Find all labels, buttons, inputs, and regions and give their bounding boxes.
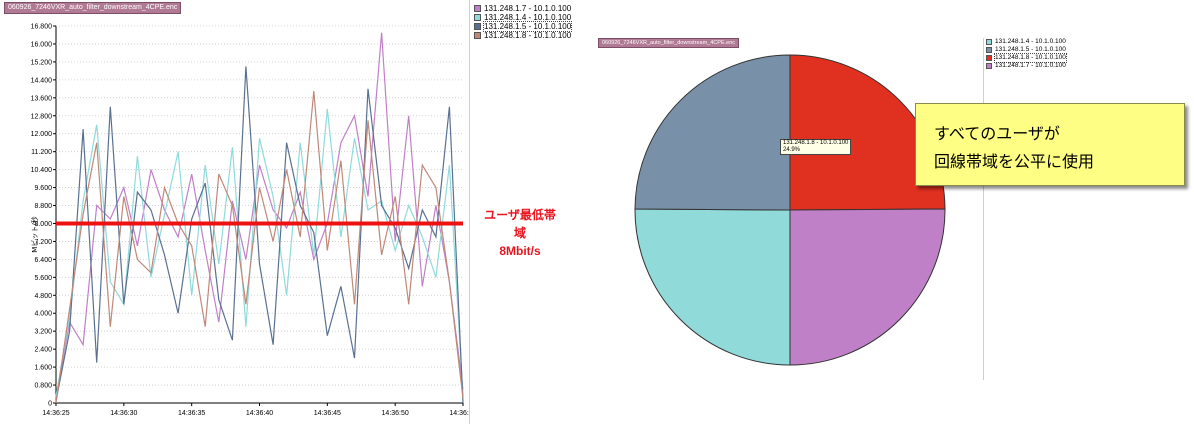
legend-label: 131.248.1.5 - 10.1.0.100 xyxy=(995,46,1066,53)
x-tick-label: 14:36:30 xyxy=(110,410,137,417)
x-tick-label: 14:36:45 xyxy=(314,410,341,417)
y-tick-label: 4.800 xyxy=(34,293,52,300)
legend-label: 131.248.1.4 - 10.1.0.100 xyxy=(995,38,1066,45)
x-tick-label: 14:36:55 xyxy=(449,410,470,417)
y-tick-label: 15.200 xyxy=(31,59,53,66)
line-chart-legend[interactable]: 131.248.1.7 - 10.1.0.100 131.248.1.4 - 10… xyxy=(474,4,573,40)
legend-swatch xyxy=(986,39,992,45)
threshold-label-value: 8Mbit/s xyxy=(499,244,541,258)
y-tick-label: 8.800 xyxy=(34,203,52,210)
pie-chart-legend[interactable]: 131.248.1.4 - 10.1.0.100 131.248.1.5 - 10… xyxy=(986,38,1067,70)
y-tick-label: 0 xyxy=(48,401,52,408)
legend-label: 131.248.1.5 - 10.1.0.100 xyxy=(482,21,573,32)
pie-tooltip-label: 131.248.1.8 - 10.1.0.100 xyxy=(783,140,849,146)
legend-item[interactable]: 131.248.1.8 - 10.1.0.100 xyxy=(986,53,1067,63)
threshold-label-title: ユーザ最低帯域 xyxy=(484,208,556,240)
legend-swatch xyxy=(474,32,481,39)
x-tick-label: 14:36:40 xyxy=(246,410,273,417)
legend-item[interactable]: 131.248.1.5 - 10.1.0.100 xyxy=(474,21,573,32)
y-tick-label: 7.200 xyxy=(34,239,52,246)
legend-item[interactable]: 131.248.1.4 - 10.1.0.100 xyxy=(474,13,571,22)
legend-swatch xyxy=(474,23,481,30)
y-tick-label: 12.000 xyxy=(31,131,53,138)
pie-slice[interactable] xyxy=(634,54,791,211)
y-tick-label: 13.600 xyxy=(31,95,53,102)
pie-slice[interactable] xyxy=(789,208,946,366)
pie-tooltip-percent: 24.9% xyxy=(783,147,801,153)
legend-swatch xyxy=(474,14,481,21)
legend-item[interactable]: 131.248.1.4 - 10.1.0.100 xyxy=(986,38,1066,46)
legend-item[interactable]: 131.248.1.8 - 10.1.0.100 xyxy=(474,31,571,40)
legend-item[interactable]: 131.248.1.5 - 10.1.0.100 xyxy=(986,46,1066,54)
legend-label: 131.248.1.8 - 10.1.0.100 xyxy=(994,53,1067,63)
y-tick-label: 14.400 xyxy=(31,77,53,84)
y-tick-label: 2.400 xyxy=(34,347,52,354)
legend-label: 131.248.1.8 - 10.1.0.100 xyxy=(484,31,572,40)
line-chart: 0 0.800 1.600 2.400 3.200 4.000 4.800 5.600 6.40… xyxy=(30,24,470,418)
y-tick-label: 6.400 xyxy=(34,257,52,264)
fairness-callout: すべてのユーザが 回線帯域を公平に使用 xyxy=(915,103,1185,186)
y-tick-label: 9.600 xyxy=(34,185,52,192)
pie-chart-title: 060926_7246VXR_auto_filter_downstream_4C… xyxy=(598,38,740,48)
y-tick-label: 16.000 xyxy=(31,41,53,48)
y-axis-label: Mビット/秒 xyxy=(30,216,39,252)
series-line xyxy=(55,91,464,404)
legend-swatch xyxy=(474,5,481,12)
y-tick-label: 12.800 xyxy=(31,113,53,120)
y-tick-label: 0.800 xyxy=(34,383,52,390)
x-tick-label: 14:36:35 xyxy=(178,410,205,417)
legend-swatch xyxy=(986,55,992,61)
y-tick-label: 16.800 xyxy=(31,24,53,31)
pie-tooltip: 131.248.1.8 - 10.1.0.100 24.9% xyxy=(780,139,852,155)
callout-line-1: すべてのユーザが xyxy=(934,124,1060,143)
legend-item[interactable]: 131.248.1.7 - 10.1.0.100 xyxy=(986,62,1066,70)
legend-swatch xyxy=(986,47,992,53)
x-tick-label: 14:36:50 xyxy=(382,410,409,417)
callout-line-2: 回線帯域を公平に使用 xyxy=(934,152,1095,171)
y-tick-label: 1.600 xyxy=(34,365,52,372)
legend-swatch xyxy=(986,63,992,69)
pie-legend-divider xyxy=(983,38,984,380)
y-tick-label: 3.200 xyxy=(34,329,52,336)
y-tick-label: 11.200 xyxy=(31,149,52,156)
y-tick-label: 10.400 xyxy=(31,167,53,174)
series-line xyxy=(55,66,464,404)
y-tick-label: 4.000 xyxy=(34,311,52,318)
legend-label: 131.248.1.7 - 10.1.0.100 xyxy=(484,4,572,13)
legend-label: 131.248.1.7 - 10.1.0.100 xyxy=(995,62,1066,69)
y-tick-label: 5.600 xyxy=(34,275,52,282)
threshold-label: ユーザ最低帯域 8Mbit/s xyxy=(480,206,560,260)
x-tick-label: 14:36:25 xyxy=(42,410,69,417)
legend-label: 131.248.1.4 - 10.1.0.100 xyxy=(484,13,572,22)
pie-chart xyxy=(634,54,946,366)
line-chart-title: 060926_7246VXR_auto_filter_downstream_4C… xyxy=(4,2,182,14)
y-tick-label: 8.000 xyxy=(34,221,52,228)
pie-slice[interactable] xyxy=(634,208,791,366)
legend-item[interactable]: 131.248.1.7 - 10.1.0.100 xyxy=(474,4,571,13)
panel-divider xyxy=(469,0,470,424)
series-line xyxy=(55,32,464,399)
